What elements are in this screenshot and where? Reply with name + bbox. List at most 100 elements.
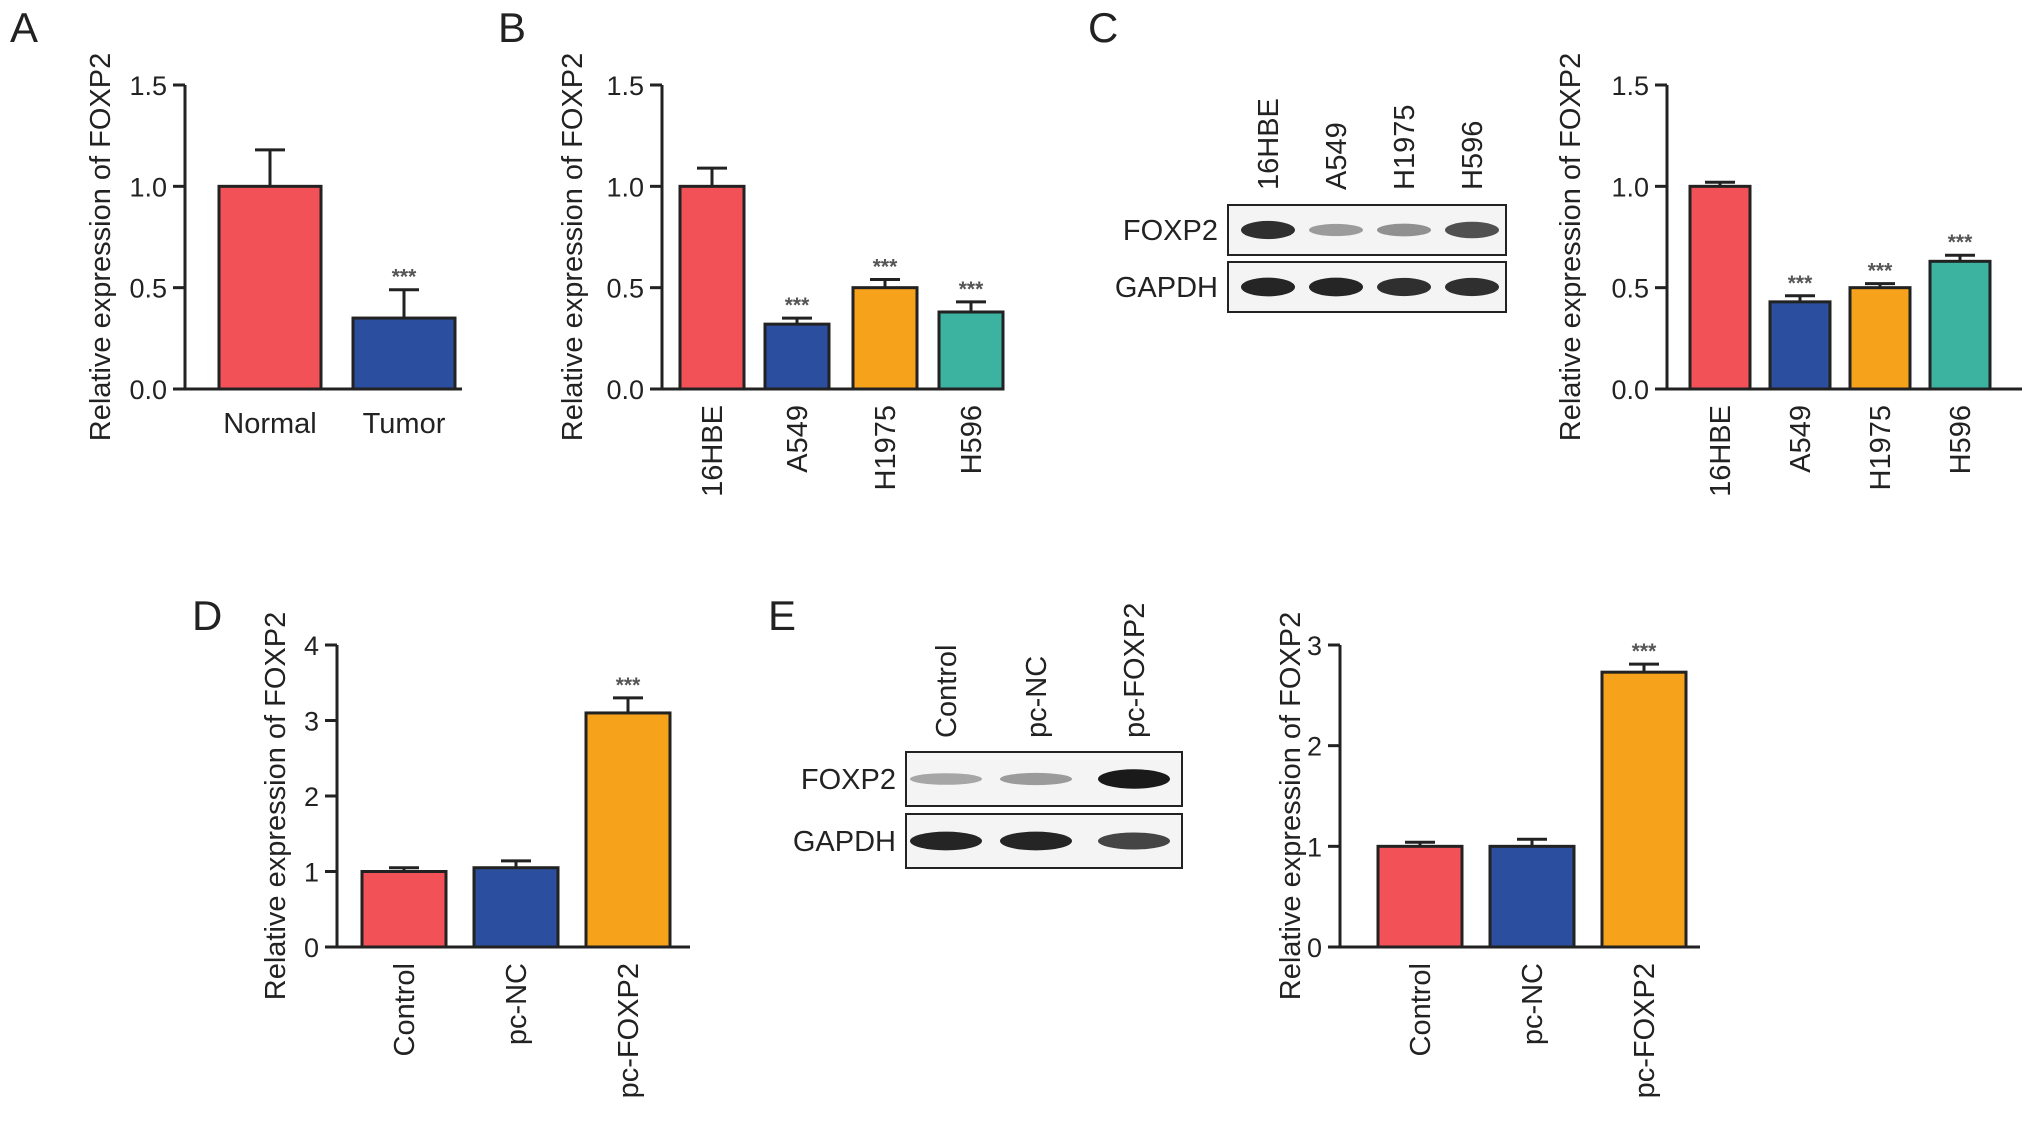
blot-row-label: GAPDH — [1115, 272, 1218, 304]
category-label: H596 — [956, 405, 988, 474]
blot-band — [1098, 832, 1170, 850]
blots-layer: FOXP2 GAPDH 16HBE A549 H1975 H596 FOXP2 GAPDH Co… — [793, 98, 1507, 869]
chart-panel-d: 0 1 2 3 4 Relative expression of FOXP2 Control… — [260, 612, 690, 1098]
bar — [472, 866, 560, 949]
blot-band — [1445, 277, 1499, 297]
blot-panel-c: FOXP2 GAPDH 16HBE A549 H1975 H596 — [1115, 98, 1507, 313]
bar — [1600, 670, 1688, 949]
blot-band — [1309, 223, 1363, 237]
panel-letter-c: C — [1088, 4, 1118, 51]
category-label: A549 — [782, 405, 814, 473]
y-tick-label: 4 — [304, 631, 319, 661]
charts-layer: 0.0 0.5 1.0 1.5 Relative expression of FOXP2… — [85, 53, 2022, 1098]
significance-label: *** — [1632, 640, 1657, 663]
panel-letter-b: B — [498, 4, 526, 51]
blot-band — [910, 773, 982, 785]
bar — [1688, 184, 1752, 391]
y-tick-label: 0.0 — [1611, 375, 1649, 405]
significance-label: *** — [1868, 260, 1893, 283]
bar — [360, 870, 448, 949]
bar — [1928, 259, 1992, 391]
blot-band — [1377, 223, 1431, 237]
y-axis-label: Relative expression of FOXP2 — [1275, 612, 1307, 1000]
significance-label: *** — [873, 256, 898, 279]
panel-letter-a: A — [10, 4, 38, 51]
blot-band — [1098, 769, 1170, 789]
y-tick-label: 0.0 — [606, 375, 644, 405]
bar — [763, 322, 831, 391]
blot-lane-label: A549 — [1321, 122, 1353, 190]
category-label: pc-NC — [501, 963, 533, 1045]
y-tick-label: 2 — [304, 782, 319, 812]
y-tick-label: 0.5 — [129, 274, 167, 304]
category-label: Tumor — [363, 408, 446, 440]
blot-lane-label: H1975 — [1389, 105, 1421, 190]
category-label: A549 — [1785, 405, 1817, 473]
y-tick-label: 1.0 — [1611, 172, 1649, 202]
y-tick-label: 3 — [1307, 631, 1322, 661]
y-axis-label: Relative expression of FOXP2 — [260, 612, 292, 1000]
category-label: 16HBE — [697, 405, 729, 497]
blot-lane-label: H596 — [1457, 121, 1489, 190]
blot-band — [1309, 277, 1363, 297]
bar — [937, 310, 1005, 391]
y-tick-label: 1.5 — [606, 71, 644, 101]
bar — [217, 184, 323, 391]
significance-label: *** — [392, 266, 417, 289]
category-label: pc-NC — [1517, 963, 1549, 1045]
bar — [1488, 844, 1576, 949]
significance-label: *** — [959, 278, 984, 301]
chart-panel-a: 0.0 0.5 1.0 1.5 Relative expression of FOXP2… — [85, 53, 462, 441]
y-tick-label: 1 — [1307, 832, 1322, 862]
bar — [1768, 300, 1832, 391]
blot-lane-label: Control — [931, 645, 963, 739]
blot-row-label: FOXP2 — [1123, 215, 1218, 247]
bar — [1376, 844, 1464, 949]
blot-lane-label: pc-NC — [1021, 656, 1053, 738]
category-label: Normal — [223, 408, 316, 440]
y-axis-label: Relative expression of FOXP2 — [557, 53, 589, 441]
chart-panel-b: 0.0 0.5 1.0 1.5 Relative expression of FOXP2… — [557, 53, 1005, 497]
blot-band — [1241, 220, 1295, 240]
blot-band — [1000, 772, 1072, 786]
blot-panel-e: FOXP2 GAPDH Control pc-NC pc-FOXP2 — [793, 603, 1183, 869]
blot-band — [1445, 221, 1499, 239]
y-tick-label: 1.0 — [606, 172, 644, 202]
panel-letter-e: E — [768, 592, 796, 639]
y-axis-label: Relative expression of FOXP2 — [85, 53, 117, 441]
category-label: 16HBE — [1705, 405, 1737, 497]
chart-panel-c: 0.0 0.5 1.0 1.5 Relative expression of FOXP2… — [1555, 53, 2022, 497]
y-tick-label: 1.0 — [129, 172, 167, 202]
y-tick-label: 2 — [1307, 732, 1322, 762]
bar — [351, 316, 457, 391]
significance-label: *** — [785, 294, 810, 317]
category-label: H1975 — [870, 405, 902, 490]
category-label: pc-FOXP2 — [1629, 963, 1661, 1098]
bar — [678, 184, 746, 391]
y-tick-label: 1 — [304, 858, 319, 888]
y-axis-label: Relative expression of FOXP2 — [1555, 53, 1587, 441]
category-label: Control — [389, 963, 421, 1057]
y-tick-label: 0.5 — [1611, 274, 1649, 304]
y-tick-label: 0.5 — [606, 274, 644, 304]
blot-band — [910, 831, 982, 851]
y-tick-label: 0 — [304, 933, 319, 963]
category-label: H1975 — [1865, 405, 1897, 490]
category-label: H596 — [1945, 405, 1977, 474]
blot-lane-label: 16HBE — [1253, 98, 1285, 190]
significance-label: *** — [616, 674, 641, 697]
y-tick-label: 3 — [304, 707, 319, 737]
y-tick-label: 1.5 — [129, 71, 167, 101]
blot-band — [1241, 277, 1295, 297]
y-tick-label: 1.5 — [1611, 71, 1649, 101]
bar — [851, 286, 919, 391]
category-label: Control — [1405, 963, 1437, 1057]
y-tick-label: 0.0 — [129, 375, 167, 405]
blot-band — [1377, 277, 1431, 297]
bar — [1848, 286, 1912, 391]
y-tick-label: 0 — [1307, 933, 1322, 963]
blot-row-label: FOXP2 — [801, 764, 896, 796]
bar — [584, 711, 672, 949]
blot-row-label: GAPDH — [793, 826, 896, 858]
